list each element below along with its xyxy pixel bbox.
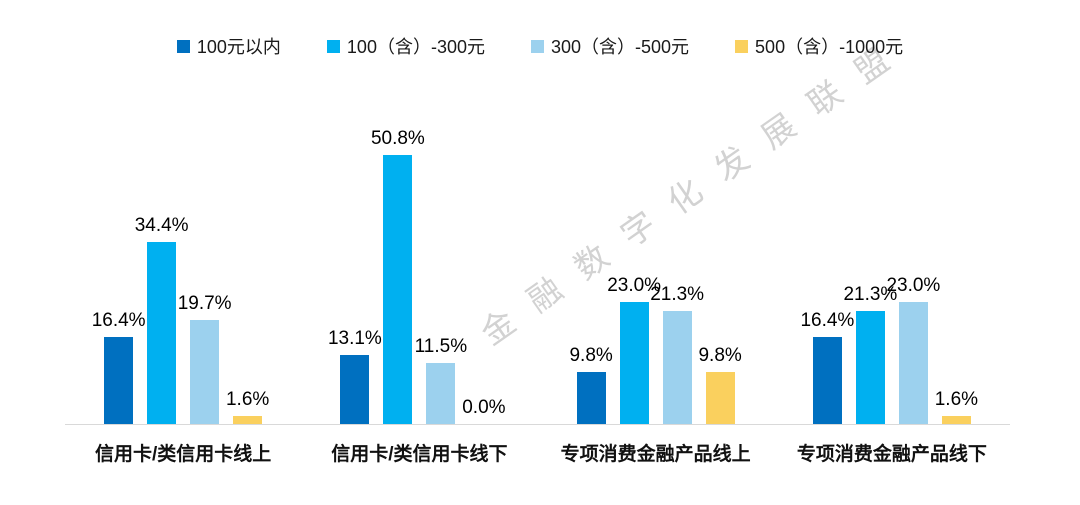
bar-value-label: 21.3%	[843, 284, 898, 306]
bar-value-label: 1.6%	[225, 388, 270, 410]
legend-label: 100（含）-300元	[346, 37, 485, 57]
legend-swatch-icon	[530, 39, 544, 53]
bar-group-0: 16.4% 34.4% 19.7% 1.6% 信用卡/类信用卡线上	[65, 100, 301, 465]
bar: 11.5%	[415, 336, 467, 424]
bar: 9.8%	[569, 345, 613, 424]
bar-value-label: 16.4%	[800, 310, 855, 332]
bar: 9.8%	[698, 345, 742, 424]
bar-value-label: 13.1%	[327, 327, 382, 349]
bar-value-label: 0.0%	[462, 397, 506, 418]
bar-value-label: 34.4%	[134, 214, 189, 236]
category-label: 信用卡/类信用卡线下	[331, 444, 508, 465]
legend-swatch-icon	[326, 39, 340, 53]
legend-label: 100元以内	[196, 37, 281, 57]
category-label: 专项消费金融产品线上	[560, 444, 751, 465]
bar: 50.8%	[371, 128, 425, 424]
bar: 19.7%	[178, 293, 232, 424]
legend-item-1: 100（含）-300元	[326, 33, 485, 59]
bar-value-label: 19.7%	[177, 292, 232, 314]
legend-label: 300（含）-500元	[550, 37, 690, 57]
bar-groups: 16.4% 34.4% 19.7% 1.6% 信用卡/类信用卡线上 13.1% 50.8% 1…	[65, 100, 1010, 465]
bar-value-label: 23.0%	[607, 275, 662, 297]
bar-group-3: 16.4% 21.3% 23.0% 1.6% 专项消费金融产品线下	[774, 100, 1010, 465]
plot-area: 16.4% 34.4% 19.7% 1.6% 信用卡/类信用卡线上 13.1% 50.8% 1…	[65, 100, 1010, 465]
bar: 23.0%	[607, 275, 661, 424]
bar: 13.1%	[328, 328, 382, 424]
bar: 21.3%	[843, 284, 897, 424]
bar-value-label: 11.5%	[414, 336, 468, 358]
legend-item-2: 300（含）-500元	[530, 33, 690, 59]
legend-label: 500（含）-1000元	[755, 37, 904, 57]
bar-value-label: 21.3%	[650, 284, 705, 306]
bar: 1.6%	[226, 389, 269, 424]
legend-swatch-icon	[176, 39, 190, 53]
bar: 16.4%	[800, 310, 854, 424]
bar: 34.4%	[135, 215, 189, 424]
legend-item-3: 500（含）-1000元	[735, 33, 903, 59]
bar-value-label: 9.8%	[569, 345, 613, 367]
legend-item-0: 100元以内	[176, 33, 281, 59]
bar-value-label: 23.0%	[886, 275, 941, 297]
bar: 16.4%	[92, 310, 146, 424]
bar-value-label: 50.8%	[370, 127, 425, 149]
legend: 100元以内 100（含）-300元 300（含）-500元 500（含）-1000元	[0, 33, 1080, 59]
bar-value-label: 1.6%	[934, 388, 979, 410]
bar-value-label: 16.4%	[91, 310, 146, 332]
category-label: 专项消费金融产品线下	[796, 444, 987, 465]
bar-group-1: 13.1% 50.8% 11.5% 0.0% 信用卡/类信用卡线下	[301, 100, 537, 465]
bar: 21.3%	[650, 284, 704, 424]
bar-value-label: 9.8%	[698, 345, 742, 367]
bar: 23.0%	[886, 275, 940, 424]
bar-group-2: 9.8% 23.0% 21.3% 9.8% 专项消费金融产品线上	[538, 100, 774, 465]
legend-swatch-icon	[735, 39, 749, 53]
bar: 1.6%	[935, 389, 978, 424]
category-label: 信用卡/类信用卡线上	[94, 444, 272, 465]
